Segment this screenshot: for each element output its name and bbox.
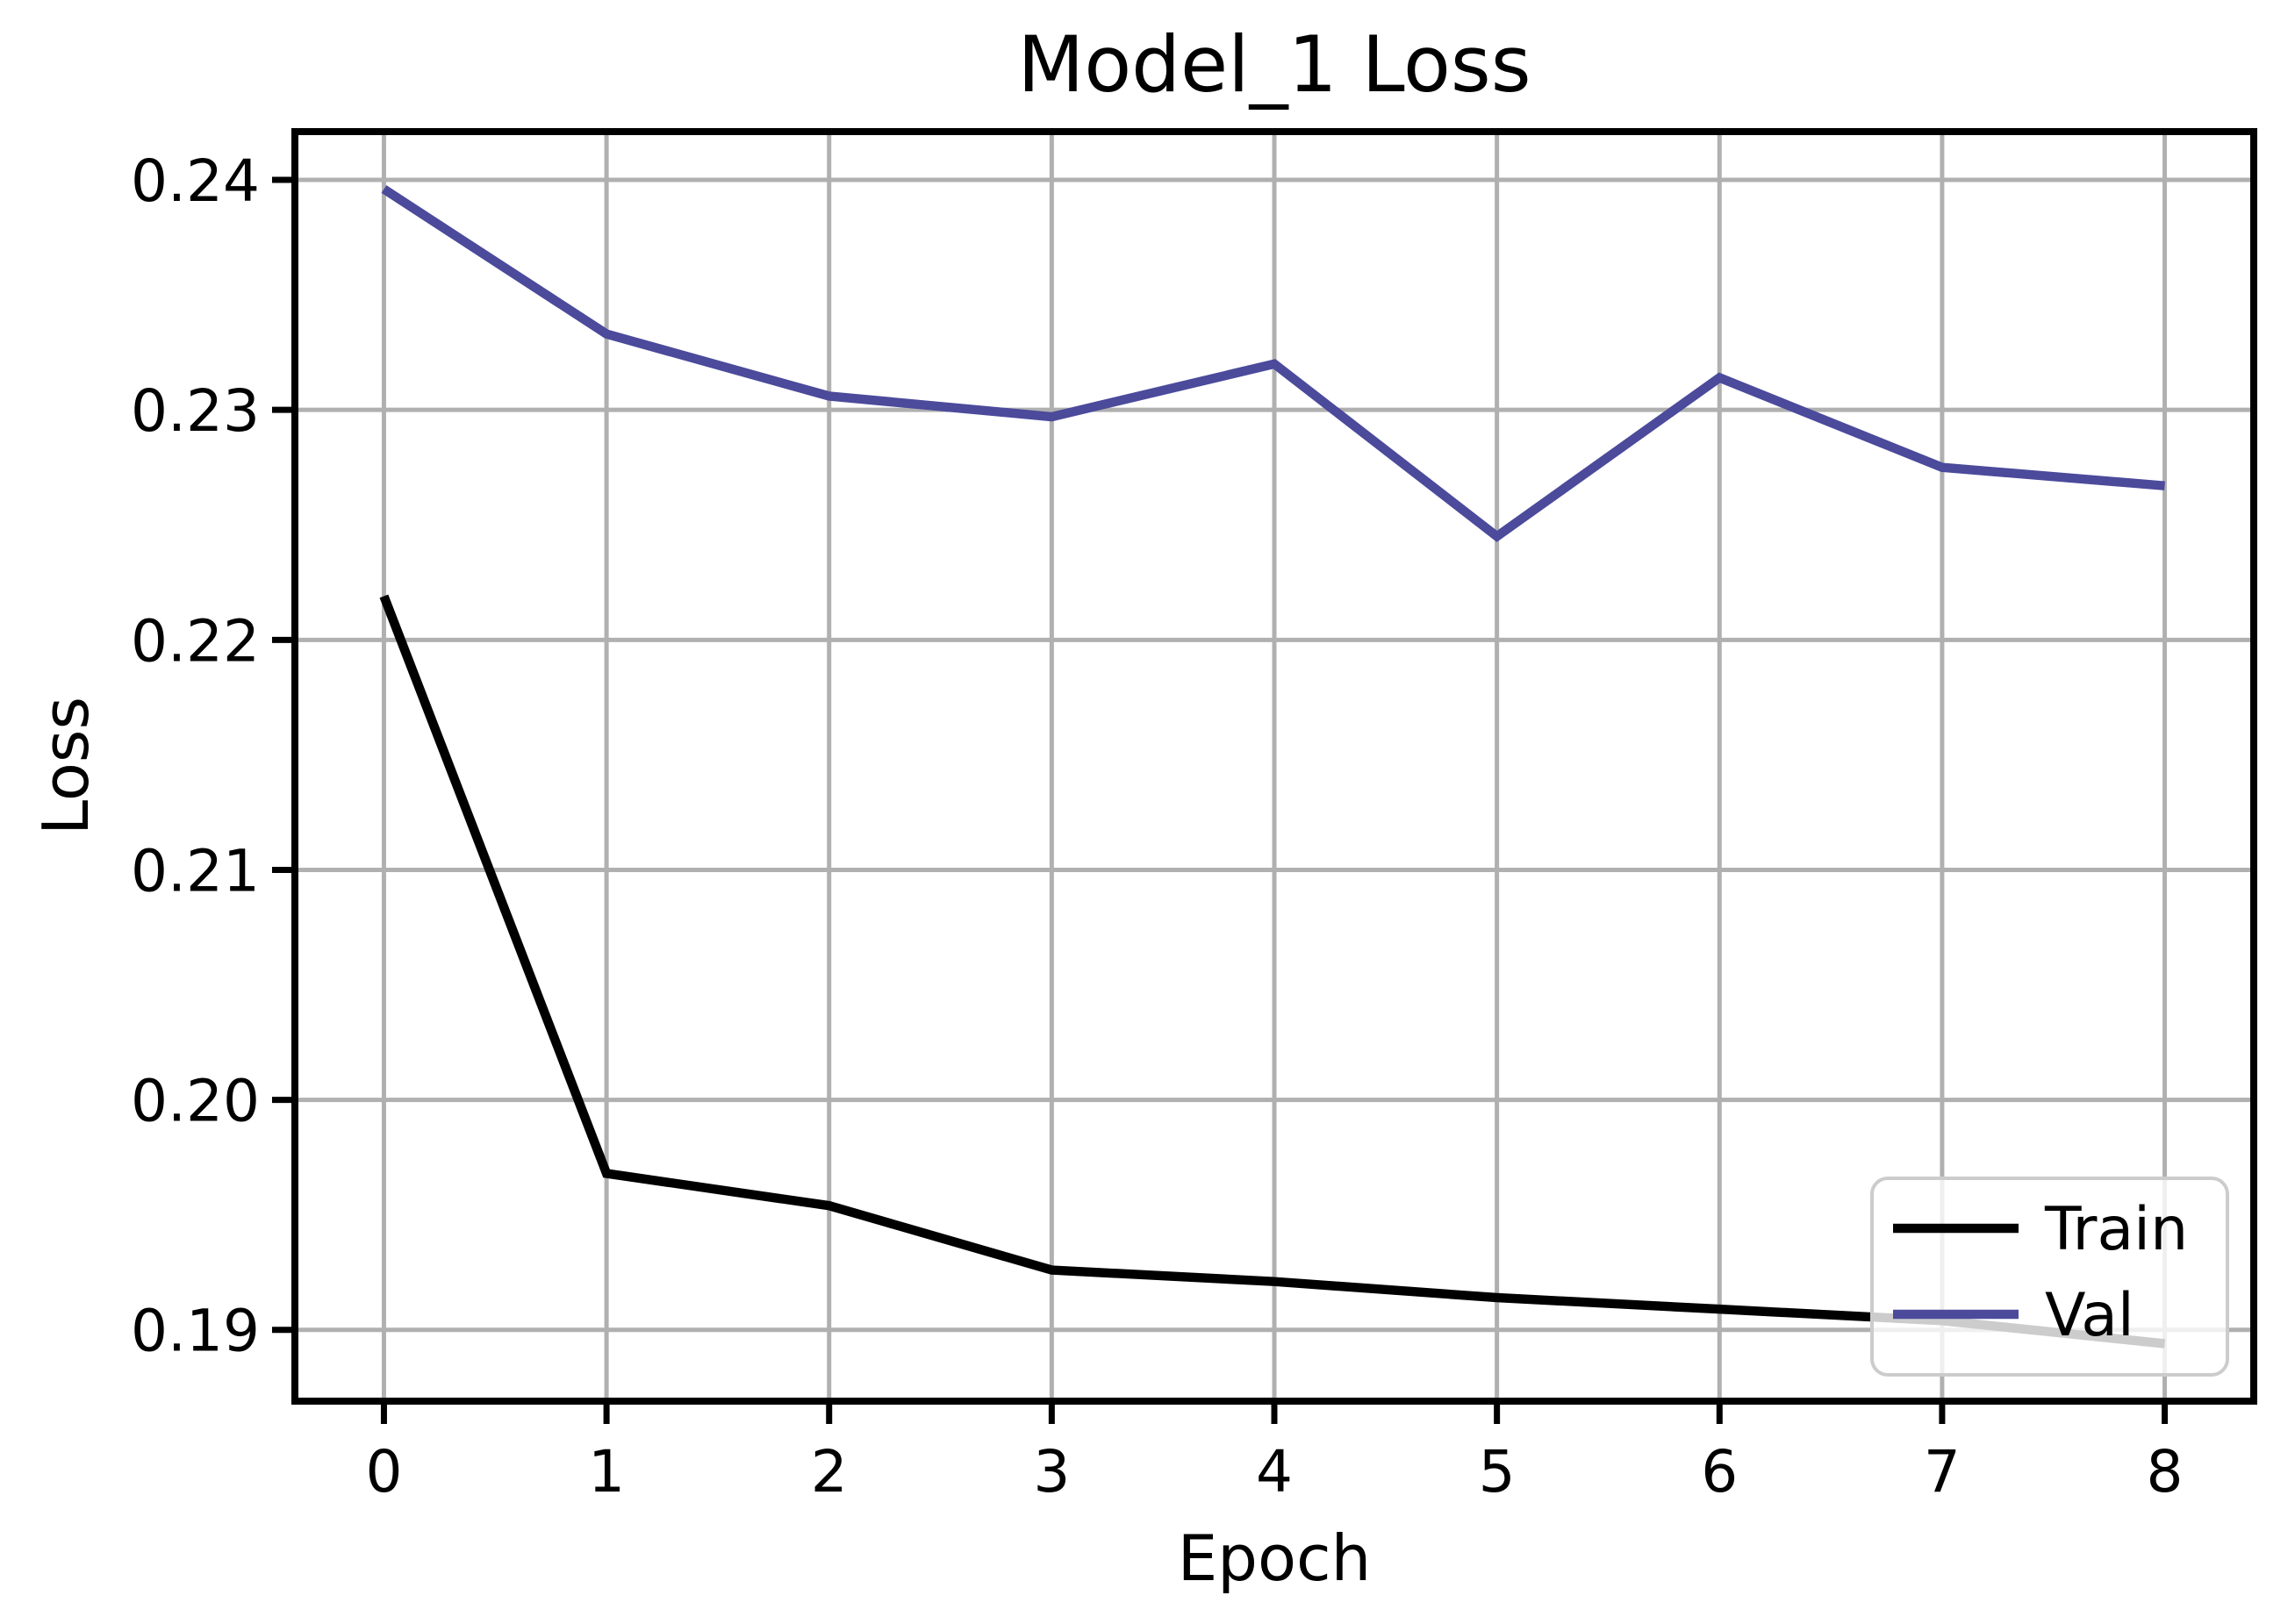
legend-label-train: Train [2044,1195,2188,1264]
x-tick-label: 0 [365,1438,402,1506]
chart-title: Model_1 Loss [1017,19,1531,110]
x-tick-label: 2 [811,1438,848,1506]
x-tick-label: 8 [2147,1438,2184,1506]
x-tick-label: 1 [588,1438,625,1506]
legend-label-val: Val [2045,1281,2134,1350]
y-tick-label: 0.21 [131,837,260,905]
x-tick-label: 4 [1256,1438,1293,1506]
x-axis-label: Epoch [1177,1521,1372,1595]
x-tick-label: 7 [1924,1438,1961,1506]
y-tick-label: 0.23 [131,377,260,445]
legend: Train Val [1870,1177,2229,1377]
y-axis-label: Loss [29,697,103,835]
series-lines [379,185,2166,1349]
axes-spines [291,128,2257,1405]
x-tick-label: 6 [1701,1438,1738,1506]
val-line [381,185,2165,542]
y-tick-label: 0.22 [131,607,260,675]
y-tick-label: 0.19 [131,1298,260,1365]
x-tick-label: 3 [1033,1438,1070,1506]
y-tick-label: 0.20 [131,1068,260,1135]
grid [295,132,2254,1401]
ticks: 0 1 2 3 4 5 6 7 8 0.19 0.20 0.21 0.22 0.23 0.24 [131,147,2183,1506]
y-tick-label: 0.24 [131,147,260,215]
train-line [379,594,2166,1349]
x-tick-label: 5 [1479,1438,1516,1506]
